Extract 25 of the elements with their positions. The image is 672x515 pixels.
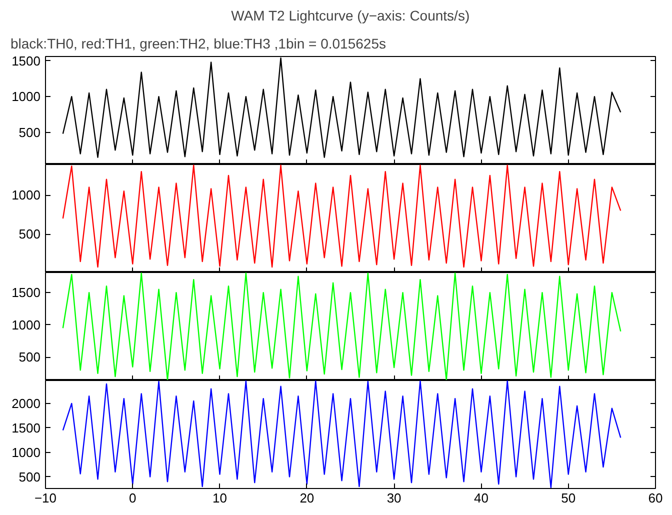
y-tick-label: 1500	[12, 285, 40, 300]
x-tick-label: 60	[648, 490, 663, 506]
y-tick-label: 500	[18, 226, 41, 242]
y-tick-label: 1000	[12, 444, 40, 460]
x-tick-label: 0	[129, 490, 136, 506]
x-tick-label: −10	[34, 490, 57, 506]
x-tick-label: 10	[212, 490, 228, 506]
y-tick-label: 1000	[12, 317, 40, 332]
x-tick-label: 50	[561, 490, 576, 506]
y-tick-label: 1500	[12, 53, 40, 68]
line-series	[62, 380, 622, 488]
y-tick-label: 500	[18, 469, 41, 484]
y-tick-label: 1500	[12, 420, 40, 436]
y-tick-label: 1000	[12, 89, 40, 104]
line-series	[62, 272, 622, 380]
y-tick-label: 500	[18, 124, 41, 140]
x-tick-label: 30	[386, 490, 402, 506]
line-series	[62, 164, 622, 268]
y-tick-label: 2000	[12, 396, 40, 411]
chart-subtitle: black:TH0, red:TH1, green:TH2, blue:TH3 ,1bin = 0.015625s	[10, 36, 386, 52]
y-tick-label: 500	[18, 350, 41, 365]
x-tick-label: 40	[474, 490, 488, 506]
chart-title: WAM T2 Lightcurve (y−axis: Counts/s)	[231, 8, 470, 24]
y-tick-label: 1000	[12, 188, 40, 203]
x-tick-label: 20	[300, 490, 314, 506]
